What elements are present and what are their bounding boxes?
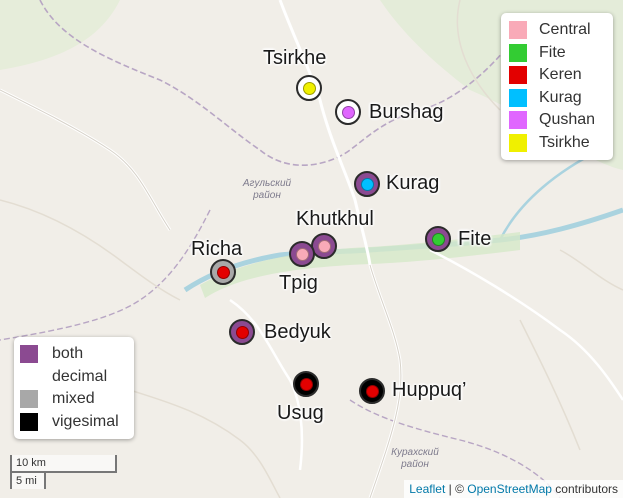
- dialect-dot: [431, 232, 445, 246]
- legend-swatch: [509, 133, 527, 152]
- dialect-dot: [365, 384, 379, 398]
- village-label: Bedyuk: [264, 321, 331, 343]
- village-label: Khutkhul: [296, 208, 374, 230]
- legend-swatch: [20, 390, 38, 409]
- village-marker-fite[interactable]: [425, 226, 451, 252]
- village-label: Huppuq’: [392, 379, 467, 401]
- attribution-rest: contributors: [551, 482, 618, 496]
- legend-item-vigesimal: vigesimal: [20, 411, 128, 434]
- legend-label: Keren: [539, 66, 582, 84]
- legend-swatch: [509, 43, 527, 62]
- legend-swatch: [20, 412, 38, 431]
- dialect-legend: Central Fite Keren Kurag Qushan Tsirkhe: [501, 13, 613, 160]
- village-marker-huppuq[interactable]: [359, 378, 385, 404]
- dialect-dot: [360, 177, 374, 191]
- legend-item-fite: Fite: [509, 42, 605, 65]
- attribution: Leaflet | © OpenStreetMap contributors: [404, 480, 623, 498]
- legend-label: both: [52, 345, 84, 363]
- map-label-kurakh: Курахский район: [391, 447, 439, 470]
- legend-swatch: [20, 345, 38, 364]
- legend-label: mixed: [52, 390, 95, 408]
- osm-link[interactable]: OpenStreetMap: [467, 482, 552, 496]
- village-marker-usug[interactable]: [293, 371, 319, 397]
- village-label: Tpig: [279, 272, 318, 294]
- legend-item-decimal: decimal: [20, 366, 128, 389]
- legend-item-mixed: mixed: [20, 388, 128, 411]
- leaflet-link[interactable]: Leaflet: [409, 482, 446, 496]
- legend-label: decimal: [52, 367, 108, 385]
- legend-label: Central: [539, 21, 591, 39]
- village-label: Richa: [191, 238, 243, 260]
- village-label: Burshag: [369, 101, 444, 123]
- legend-item-qushan: Qushan: [509, 109, 605, 132]
- attribution-sep: | ©: [445, 482, 468, 496]
- dialect-dot: [341, 105, 355, 119]
- village-label: Kurag: [386, 172, 440, 194]
- legend-swatch: [20, 367, 38, 386]
- village-marker-khutkhul[interactable]: [311, 233, 337, 259]
- legend-swatch: [509, 88, 527, 107]
- legend-item-tsirkhe: Tsirkhe: [509, 132, 605, 155]
- scale-km: 10 km: [10, 455, 117, 473]
- village-marker-burshag[interactable]: [335, 99, 361, 125]
- legend-label: Kurag: [539, 88, 582, 106]
- dialect-dot: [295, 247, 309, 261]
- legend-item-both: both: [20, 343, 128, 366]
- legend-label: Qushan: [539, 111, 596, 129]
- village-label: Usug: [277, 402, 324, 424]
- village-marker-kurag[interactable]: [354, 171, 380, 197]
- dialect-dot: [317, 239, 331, 253]
- village-marker-bedyuk[interactable]: [229, 319, 255, 345]
- dialect-dot: [302, 81, 316, 95]
- dialect-dot: [216, 265, 230, 279]
- legend-item-keren: Keren: [509, 64, 605, 87]
- scale-mi: 5 mi: [10, 471, 46, 489]
- legend-item-central: Central: [509, 19, 605, 42]
- legend-swatch: [509, 21, 527, 40]
- village-label: Tsirkhe: [263, 47, 327, 69]
- legend-label: vigesimal: [52, 412, 119, 430]
- village-marker-tpig[interactable]: [289, 241, 315, 267]
- village-label: Fite: [458, 228, 492, 250]
- village-marker-richa[interactable]: [210, 259, 236, 285]
- legend-label: Fite: [539, 43, 566, 61]
- dialect-dot: [235, 325, 249, 339]
- legend-label: Tsirkhe: [539, 133, 590, 151]
- legend-swatch: [509, 66, 527, 85]
- legend-item-kurag: Kurag: [509, 87, 605, 110]
- legend-swatch: [509, 111, 527, 130]
- scale-control: 10 km 5 mi: [10, 455, 117, 489]
- dialect-dot: [299, 377, 313, 391]
- map-label-agul: Агульский район: [242, 178, 292, 201]
- numeral-type-legend: both decimal mixed vigesimal: [14, 337, 134, 439]
- village-marker-tsirkhe[interactable]: [296, 75, 322, 101]
